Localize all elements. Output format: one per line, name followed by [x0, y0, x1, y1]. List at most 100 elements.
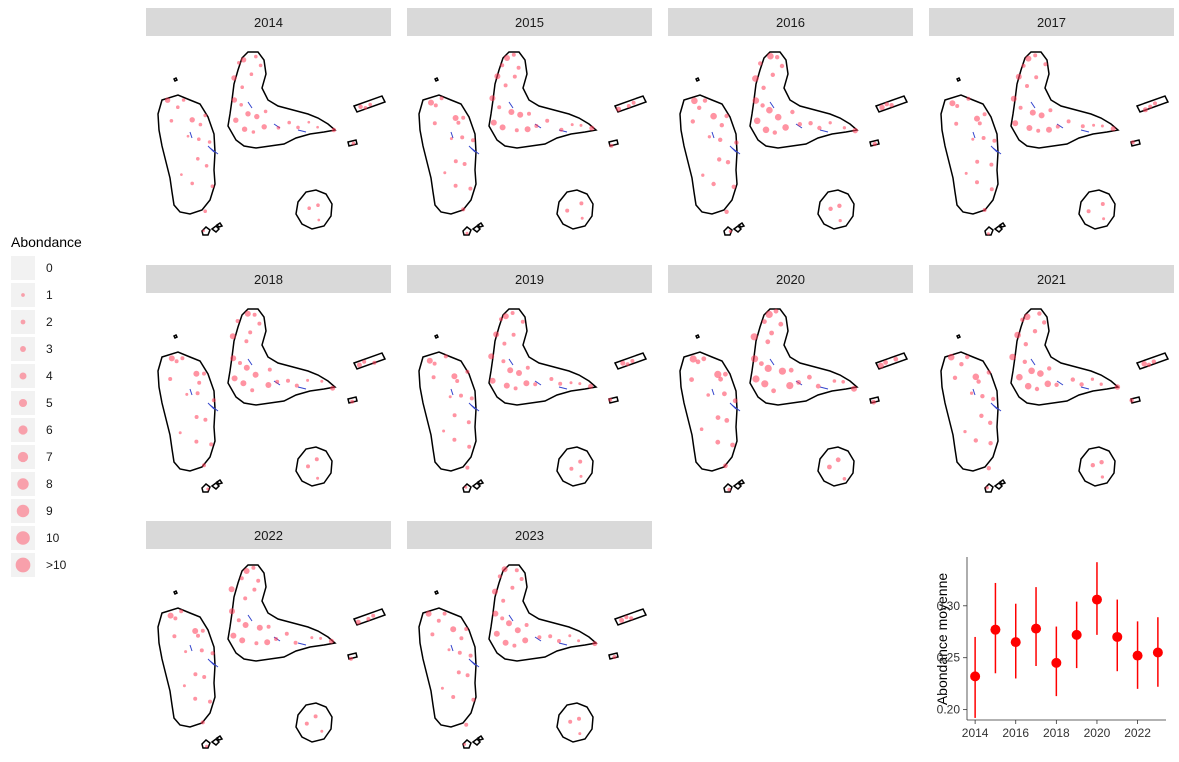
guadeloupe-map	[157, 564, 386, 749]
abundance-point	[274, 637, 278, 641]
mean-point	[1031, 623, 1042, 634]
abundance-point	[774, 113, 782, 121]
abundance-point	[569, 466, 574, 471]
abundance-point	[257, 321, 262, 326]
abundance-point	[252, 312, 257, 317]
abundance-point	[231, 75, 237, 81]
abundance-point	[1079, 382, 1084, 387]
abundance-point	[453, 183, 458, 188]
abundance-point	[1099, 382, 1103, 386]
map-panel: 2015	[407, 8, 652, 236]
abundance-point	[314, 457, 319, 462]
facet-strip	[407, 265, 652, 293]
abundance-point	[243, 364, 250, 371]
abundance-point	[577, 639, 581, 643]
legend-key-point	[20, 346, 26, 352]
abundance-point	[432, 121, 437, 126]
legend-item: 8	[11, 472, 53, 496]
abundance-point	[267, 367, 272, 372]
abundance-point	[238, 361, 242, 365]
guadeloupe-map	[418, 51, 647, 236]
abundance-point	[355, 619, 361, 625]
abundance-point	[330, 385, 336, 391]
abundance-point	[1046, 126, 1052, 133]
legend-key-point	[21, 293, 25, 297]
transect-line	[450, 131, 454, 139]
facet-strip-label: 2016	[776, 15, 805, 30]
abundance-point	[549, 377, 554, 381]
abundance-point	[456, 670, 461, 675]
abundance-point	[428, 99, 434, 106]
island-outline	[418, 51, 647, 236]
abundance-point	[952, 375, 958, 380]
transect-line	[508, 358, 514, 366]
abundance-point	[489, 377, 496, 384]
abundance-point	[453, 159, 458, 164]
abundance-point	[699, 427, 704, 431]
legend-key-point	[16, 531, 30, 545]
abundance-point	[872, 141, 877, 147]
abundance-point	[245, 111, 251, 117]
island-outline	[418, 564, 647, 749]
abundance-point	[579, 201, 584, 206]
abundance-point	[1092, 123, 1096, 127]
facet-strip	[146, 265, 391, 293]
abundance-point	[506, 620, 512, 627]
abundance-point	[328, 638, 334, 644]
abundance-point	[578, 459, 583, 464]
abundance-point	[316, 476, 320, 480]
legend-label: 2	[46, 315, 53, 329]
abundance-point	[195, 391, 200, 396]
trend-marks	[970, 562, 1163, 718]
legend-key-background	[11, 553, 35, 577]
abundance-point	[889, 103, 894, 108]
transect-line	[992, 147, 1002, 155]
abundance-point	[168, 355, 175, 362]
abundance-point	[959, 362, 964, 367]
abundance-point	[750, 333, 758, 341]
abundance-point	[986, 232, 990, 236]
legend-key-background	[11, 310, 35, 334]
facet-strip-label: 2022	[254, 528, 283, 543]
abundance-point	[1024, 382, 1032, 390]
transect-line	[731, 404, 741, 412]
abundance-point	[512, 643, 517, 648]
abundance-point	[1033, 53, 1038, 58]
abundance-point	[832, 379, 837, 383]
abundance-point	[558, 381, 563, 386]
legend-key-point	[17, 451, 29, 463]
legend-key-background	[11, 364, 35, 388]
abundance-point	[456, 120, 461, 125]
facet-strip	[668, 265, 913, 293]
legend-key-background	[11, 283, 35, 307]
abundance-point	[764, 364, 772, 372]
abundance-point	[979, 413, 984, 418]
abundance-point	[499, 317, 503, 322]
abundance-point	[366, 617, 371, 621]
abundance-point	[719, 123, 724, 128]
abundance-point	[589, 125, 595, 131]
facet-strip	[407, 8, 652, 36]
abundance-point	[752, 375, 760, 383]
abundance-point	[514, 128, 519, 133]
abundance-point	[790, 109, 795, 115]
abundance-point	[779, 63, 785, 69]
abundance-point	[1114, 384, 1121, 390]
abundance-point	[449, 137, 453, 141]
abundance-point	[452, 413, 457, 418]
abundance-point	[775, 55, 780, 60]
abundance-point	[707, 135, 712, 139]
island-outline	[157, 564, 386, 749]
abundance-point	[231, 375, 238, 382]
abundance-point	[513, 386, 518, 391]
abundance-point	[954, 121, 959, 126]
abundance-point	[1055, 124, 1060, 129]
abundance-point	[1016, 373, 1023, 381]
abundance-point	[884, 102, 889, 107]
abundance-point	[200, 720, 205, 725]
abundance-point	[432, 361, 437, 366]
abundance-point	[986, 466, 991, 471]
abundance-point	[725, 160, 731, 165]
abundance-point	[503, 382, 510, 389]
abundance-point	[969, 391, 974, 395]
